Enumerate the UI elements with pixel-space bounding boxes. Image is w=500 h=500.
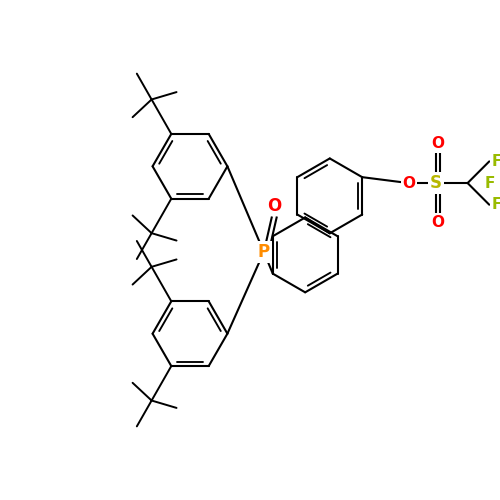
- Text: O: O: [432, 215, 444, 230]
- Text: O: O: [268, 196, 282, 214]
- Text: S: S: [430, 174, 442, 192]
- Text: F: F: [492, 197, 500, 212]
- Text: F: F: [492, 154, 500, 169]
- Text: P: P: [258, 243, 270, 261]
- Text: O: O: [402, 176, 415, 190]
- Text: F: F: [485, 176, 496, 190]
- Text: O: O: [432, 136, 444, 151]
